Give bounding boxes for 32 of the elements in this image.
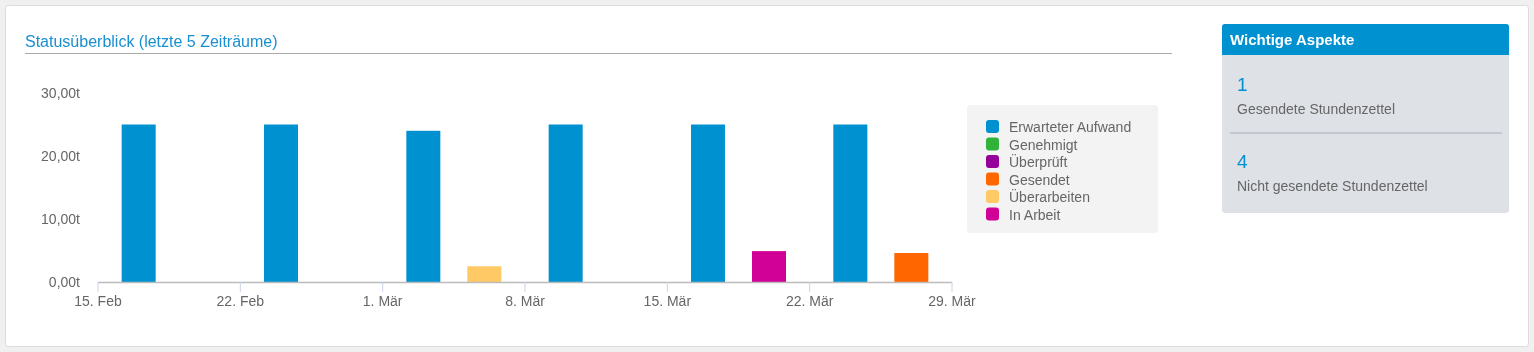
text: Wichtige Aspekte bbox=[1230, 31, 1355, 48]
y-tick-label: 30,00t bbox=[41, 85, 81, 101]
bar bbox=[264, 124, 298, 282]
legend-label: Überarbeiten bbox=[1009, 188, 1090, 205]
x-tick-label: 15. Mär bbox=[643, 293, 692, 309]
bar bbox=[121, 124, 156, 282]
x-tick-label: 22. Mär bbox=[785, 293, 834, 309]
x-tick-label: 8. Mär bbox=[505, 293, 546, 309]
text: 1 bbox=[1237, 74, 1248, 95]
bar bbox=[833, 124, 868, 282]
legend-label: Überprüft bbox=[1009, 153, 1068, 170]
bar bbox=[752, 251, 786, 282]
bar bbox=[467, 266, 502, 282]
bar bbox=[894, 253, 929, 282]
bar bbox=[548, 124, 583, 282]
bar bbox=[691, 124, 725, 282]
x-tick-label: 1. Mär bbox=[362, 293, 403, 309]
text: Gesendete Stundenzettel bbox=[1237, 101, 1396, 117]
chart-title: Statusüberblick (letzte 5 Zeiträume) bbox=[25, 33, 278, 50]
legend-label: In Arbeit bbox=[1009, 206, 1061, 223]
y-tick-label: 20,00t bbox=[41, 148, 81, 164]
bar bbox=[406, 130, 441, 282]
legend-label: Genehmigt bbox=[1009, 136, 1078, 153]
y-tick-label: 10,00t bbox=[41, 211, 81, 227]
x-tick-label: 29. Mär bbox=[928, 293, 977, 309]
legend-label: Gesendet bbox=[1009, 171, 1070, 188]
text: Nicht gesendete Stundenzettel bbox=[1237, 178, 1428, 194]
x-tick-label: 15. Feb bbox=[74, 293, 122, 309]
legend-label: Erwarteter Aufwand bbox=[1009, 119, 1132, 135]
text: 4 bbox=[1237, 151, 1248, 172]
x-tick-label: 22. Feb bbox=[216, 293, 265, 309]
y-tick-label: 0,00t bbox=[48, 274, 81, 290]
